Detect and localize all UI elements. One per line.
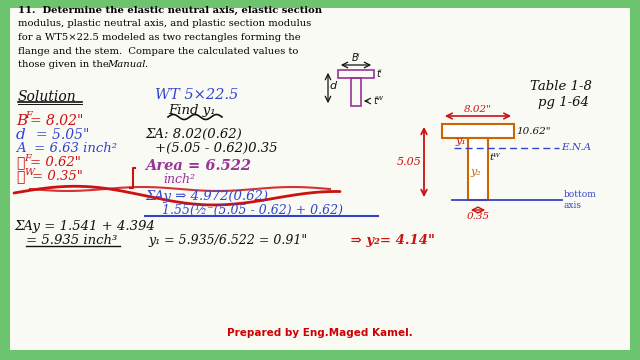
Text: tⁱ: tⁱ (376, 69, 381, 79)
Text: flange and the stem.  Compare the calculated values to: flange and the stem. Compare the calcula… (18, 46, 298, 55)
Text: 0.35: 0.35 (467, 212, 490, 221)
Text: 1.55(½⁻(5.05 - 0.62) + 0.62): 1.55(½⁻(5.05 - 0.62) + 0.62) (162, 204, 343, 217)
Text: d: d (329, 81, 336, 91)
Text: Manual: Manual (107, 60, 145, 69)
Bar (338, 70, 374, 78)
Text: 11.  Determine the elastic neutral axis, elastic section: 11. Determine the elastic neutral axis, … (18, 6, 322, 15)
Text: tᵂ: tᵂ (489, 153, 500, 162)
Text: tᵂ: tᵂ (373, 96, 383, 106)
Text: ⇒ y₂= 4.14": ⇒ y₂= 4.14" (346, 234, 435, 247)
Text: ΣAy = 1.541 + 4.394: ΣAy = 1.541 + 4.394 (14, 220, 155, 233)
Text: inch²: inch² (163, 173, 195, 186)
Text: = 0.62": = 0.62" (30, 156, 81, 169)
Text: bottom
axis: bottom axis (564, 190, 597, 210)
Bar (468, 138, 488, 200)
Text: +(5.05 - 0.62)0.35: +(5.05 - 0.62)0.35 (155, 142, 278, 155)
Text: ΣA: 8.02(0.62): ΣA: 8.02(0.62) (145, 128, 242, 141)
Text: = 0.35": = 0.35" (32, 170, 83, 183)
Text: W: W (24, 168, 34, 177)
Text: 10.62": 10.62" (516, 126, 550, 135)
Text: ℓ: ℓ (16, 156, 24, 170)
Text: 8.02": 8.02" (464, 105, 492, 114)
Text: WT 5×22.5: WT 5×22.5 (155, 88, 238, 102)
Text: y₁: y₁ (455, 136, 466, 146)
Text: Solution: Solution (18, 90, 77, 104)
Text: E.N.A: E.N.A (561, 144, 591, 153)
Text: pg 1-64: pg 1-64 (538, 96, 589, 109)
Text: Table 1-8: Table 1-8 (530, 80, 592, 93)
Text: for a WT5×22.5 modeled as two rectangles forming the: for a WT5×22.5 modeled as two rectangles… (18, 33, 301, 42)
Text: A  = 6.63 inch²: A = 6.63 inch² (16, 142, 117, 155)
Text: F: F (25, 111, 32, 120)
FancyBboxPatch shape (10, 8, 630, 350)
Text: = 5.935 inch³: = 5.935 inch³ (26, 234, 117, 247)
Text: y₁ = 5.935/6.522 = 0.91": y₁ = 5.935/6.522 = 0.91" (148, 234, 307, 247)
Text: .: . (144, 60, 147, 69)
Text: = 5.05": = 5.05" (36, 128, 90, 142)
Text: = 8.02": = 8.02" (30, 114, 83, 128)
Text: modulus, plastic neutral axis, and plastic section modulus: modulus, plastic neutral axis, and plast… (18, 19, 311, 28)
Bar (351, 78, 361, 106)
Text: Find y₁: Find y₁ (168, 104, 216, 117)
Text: F: F (24, 154, 31, 163)
Text: B: B (16, 114, 28, 128)
Text: ΣAy ⇒ 4.972(0.62): ΣAy ⇒ 4.972(0.62) (145, 190, 268, 203)
Text: Area = 6.522: Area = 6.522 (145, 159, 251, 173)
Text: ℓ: ℓ (16, 170, 24, 184)
Bar (442, 124, 514, 138)
Text: y₂: y₂ (470, 167, 481, 177)
Text: those given in the: those given in the (18, 60, 112, 69)
Text: Prepared by Eng.Maged Kamel.: Prepared by Eng.Maged Kamel. (227, 328, 413, 338)
Text: d: d (16, 128, 26, 142)
Text: Bⁱ: Bⁱ (352, 53, 360, 63)
Text: 5.05: 5.05 (397, 157, 422, 167)
